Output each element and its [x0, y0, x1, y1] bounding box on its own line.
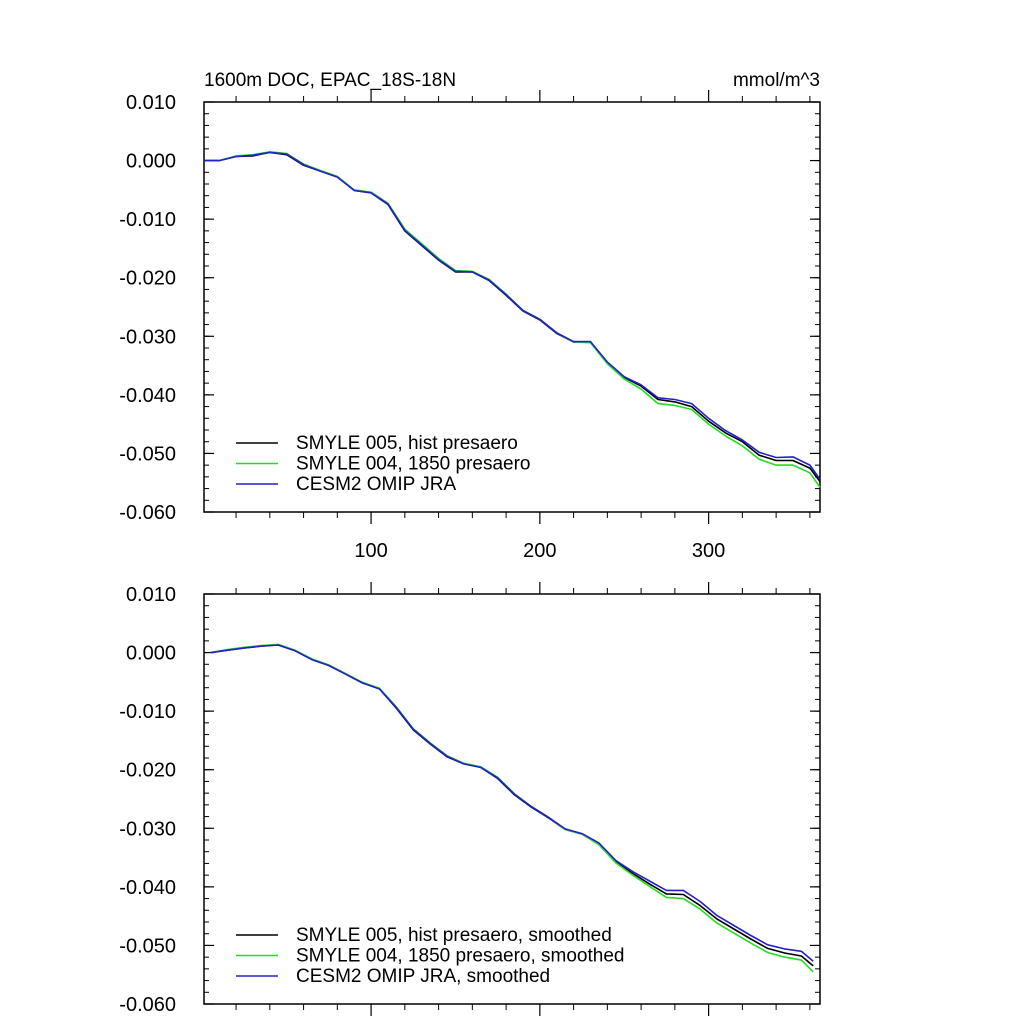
top-ytick-label: -0.030: [119, 326, 176, 348]
bottom-plot-frame: [203, 593, 821, 1005]
bottom-ytick-label: 0.010: [126, 584, 176, 606]
top-panel: 1600m DOC, EPAC_18S-18N mmol/m^3 0.0100.…: [119, 70, 821, 562]
top-xtick-label: 100: [354, 540, 387, 562]
top-legend-label: SMYLE 004, 1850 presaero: [296, 454, 531, 475]
top-ytick-label: -0.050: [119, 443, 176, 465]
bottom-axis-ticks: 0.010 0.000 -0.010 -0.020 -0.030 -0.040 -0.050…: [119, 582, 820, 1016]
top-xtick-label: 300: [692, 540, 725, 562]
bottom-panel: 0.010 0.000 -0.010 -0.020 -0.030 -0.040 -0.050…: [119, 582, 821, 1016]
top-ytick-label: -0.020: [119, 268, 176, 290]
top-ytick-label: 0.000: [126, 151, 176, 173]
bottom-ytick-label: 0.000: [126, 643, 176, 665]
top-xtick-label: 200: [523, 540, 556, 562]
top-legend-label: CESM2 OMIP JRA: [296, 474, 456, 495]
bottom-ytick-label: -0.030: [119, 818, 176, 840]
top-legend-label: SMYLE 005, hist presaero: [296, 433, 518, 454]
bottom-series-line-2: [210, 644, 814, 962]
bottom-ytick-label: -0.010: [119, 701, 176, 723]
top-chart-title: 1600m DOC, EPAC_18S-18N: [204, 70, 456, 91]
top-series-lines: [204, 151, 821, 488]
bottom-ytick-label: -0.050: [119, 935, 176, 957]
bottom-ytick-label: -0.040: [119, 877, 176, 899]
bottom-legend-label: SMYLE 005, hist presaero, smoothed: [296, 925, 612, 946]
bottom-series-lines: [210, 643, 814, 973]
top-ytick-label: -0.010: [119, 209, 176, 231]
bottom-legend: SMYLE 005, hist presaero, smoothedSMYLE …: [236, 925, 624, 987]
top-units-label: mmol/m^3: [733, 70, 820, 91]
bottom-legend-label: CESM2 OMIP JRA, smoothed: [296, 966, 550, 987]
bottom-legend-label: SMYLE 004, 1850 presaero, smoothed: [296, 946, 624, 967]
top-series-line-2: [204, 151, 821, 480]
bottom-ytick-label: -0.020: [119, 760, 176, 782]
bottom-ytick-label: -0.060: [119, 994, 176, 1016]
top-plot-frame: [203, 101, 821, 513]
top-ytick-label: -0.040: [119, 385, 176, 407]
top-axis-ticks: 0.010 0.000 -0.010 -0.020 -0.030 -0.040 -0.050…: [119, 90, 820, 562]
top-ytick-label: 0.010: [126, 92, 176, 114]
top-ytick-label: -0.060: [119, 502, 176, 524]
